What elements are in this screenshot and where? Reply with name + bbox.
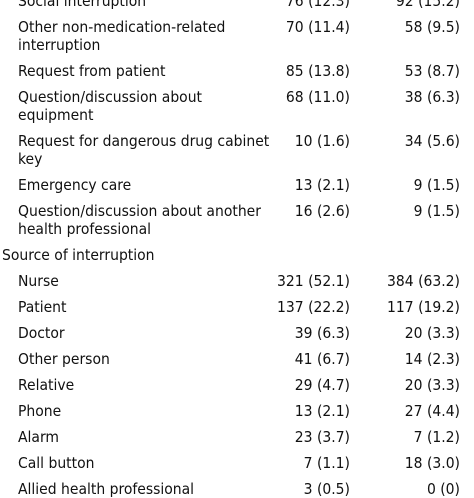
row-value-col1: 7 (1.1) xyxy=(303,454,350,472)
section-heading: Source of interruption xyxy=(2,246,155,264)
row-value-col1: 23 (3.7) xyxy=(294,428,350,446)
table-row: Phone 13 (2.1) 27 (4.4) xyxy=(0,402,474,420)
row-label: Call button xyxy=(18,454,95,472)
row-label: Patient xyxy=(18,298,67,316)
row-value-col2: 20 (3.3) xyxy=(404,324,460,342)
row-value-col2: 0 (0) xyxy=(426,480,460,498)
table-row: Other person 41 (6.7) 14 (2.3) xyxy=(0,350,474,368)
row-value-col2: 14 (2.3) xyxy=(404,350,460,368)
row-value-col1: 10 (1.6) xyxy=(294,132,350,150)
row-value-col2: 92 (15.2) xyxy=(395,0,460,10)
table-row: Request from patient 85 (13.8) 53 (8.7) xyxy=(0,62,474,80)
row-value-col1: 16 (2.6) xyxy=(294,202,350,220)
row-value-col2: 18 (3.0) xyxy=(404,454,460,472)
table-row: Question/discussion about equipment 68 (… xyxy=(0,88,474,124)
row-label: Request from patient xyxy=(18,62,166,80)
table-row: Other non-medication-related interruptio… xyxy=(0,18,474,54)
row-label: Request for dangerous drug cabinet key xyxy=(18,132,270,168)
row-label: Alarm xyxy=(18,428,59,446)
row-label: Allied health professional xyxy=(18,480,195,498)
row-label: Emergency care xyxy=(18,176,132,194)
row-label: Question/discussion about another health… xyxy=(18,202,261,238)
row-value-col2: 20 (3.3) xyxy=(404,376,460,394)
row-value-col1: 321 (52.1) xyxy=(277,272,350,290)
row-value-col1: 85 (13.8) xyxy=(285,62,350,80)
row-value-col2: 38 (6.3) xyxy=(404,88,460,106)
row-value-col1: 29 (4.7) xyxy=(294,376,350,394)
row-value-col1: 76 (12.3) xyxy=(285,0,350,10)
table-row: Alarm 23 (3.7) 7 (1.2) xyxy=(0,428,474,446)
row-value-col2: 7 (1.2) xyxy=(413,428,460,446)
table-row: Allied health professional 3 (0.5) 0 (0) xyxy=(0,480,474,498)
row-label: Other non-medication-related interruptio… xyxy=(18,18,226,54)
row-value-col2: 9 (1.5) xyxy=(413,176,460,194)
row-label: Phone xyxy=(18,402,62,420)
row-value-col1: 137 (22.2) xyxy=(277,298,350,316)
table-row: Question/discussion about another health… xyxy=(0,202,474,238)
section-header-row: Source of interruption xyxy=(0,246,474,264)
row-value-col2: 58 (9.5) xyxy=(404,18,460,36)
table-row: Relative 29 (4.7) 20 (3.3) xyxy=(0,376,474,394)
table-row: Call button 7 (1.1) 18 (3.0) xyxy=(0,454,474,472)
row-label: Nurse xyxy=(18,272,59,290)
row-value-col2: 27 (4.4) xyxy=(404,402,460,420)
row-value-col2: 9 (1.5) xyxy=(413,202,460,220)
row-value-col1: 41 (6.7) xyxy=(294,350,350,368)
table-row: Request for dangerous drug cabinet key 1… xyxy=(0,132,474,168)
row-value-col1: 3 (0.5) xyxy=(303,480,350,498)
row-value-col2: 53 (8.7) xyxy=(404,62,460,80)
row-value-col1: 70 (11.4) xyxy=(285,18,350,36)
table-row: Emergency care 13 (2.1) 9 (1.5) xyxy=(0,176,474,194)
row-label: Social interruption xyxy=(18,0,147,10)
table-row-partial: Social interruption 76 (12.3) 92 (15.2) xyxy=(0,0,474,10)
row-value-col1: 68 (11.0) xyxy=(285,88,350,106)
row-label: Doctor xyxy=(18,324,65,342)
row-label: Question/discussion about equipment xyxy=(18,88,207,124)
row-label: Other person xyxy=(18,350,110,368)
table-row: Doctor 39 (6.3) 20 (3.3) xyxy=(0,324,474,342)
row-value-col1: 39 (6.3) xyxy=(294,324,350,342)
table-row: Nurse 321 (52.1) 384 (63.2) xyxy=(0,272,474,290)
row-value-col1: 13 (2.1) xyxy=(294,176,350,194)
row-value-col1: 13 (2.1) xyxy=(294,402,350,420)
row-value-col2: 117 (19.2) xyxy=(387,298,460,316)
row-value-col2: 384 (63.2) xyxy=(387,272,460,290)
row-value-col2: 34 (5.6) xyxy=(404,132,460,150)
row-label: Relative xyxy=(18,376,75,394)
table-row: Patient 137 (22.2) 117 (19.2) xyxy=(0,298,474,316)
